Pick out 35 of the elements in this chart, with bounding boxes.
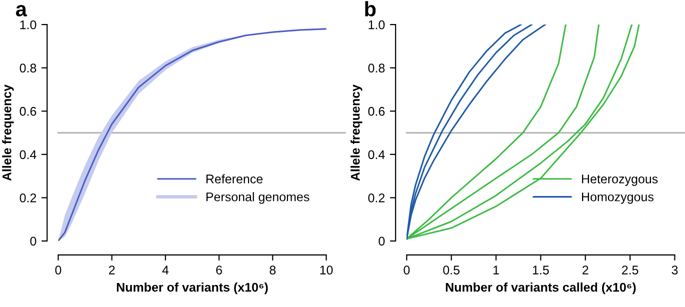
x-tick-label: 1.5 (532, 266, 549, 274)
x-tick-label: 3 (672, 266, 678, 274)
chart-title: b (365, 1, 376, 16)
legend-label: Homozygous (582, 192, 654, 204)
x-tick-label: 10 (320, 266, 333, 274)
x-tick-label: 4 (162, 266, 169, 274)
y-tick-label: 0.8 (368, 64, 385, 72)
y-axis-title: Allele frequency (2, 84, 14, 181)
y-tick-label: 0.4 (20, 150, 36, 160)
legend-label: Heterozygous (582, 174, 658, 186)
x-tick-label: 1 (494, 266, 499, 274)
chart-title: a (16, 5, 28, 16)
x-tick-label: 6 (216, 266, 222, 274)
y-tick-label: 0.4 (368, 150, 385, 160)
x-tick-label: 2 (108, 266, 115, 274)
x-tick-label: 0 (404, 266, 410, 274)
legend-label: Personal genomes (206, 192, 310, 204)
legend-label: Reference (206, 174, 263, 184)
x-tick-label: 2 (582, 266, 588, 274)
y-tick-label: 0 (30, 236, 36, 246)
y-tick-label: 0.2 (368, 194, 385, 202)
y-tick-label: 1.0 (368, 20, 385, 30)
x-tick-label: 8 (270, 266, 276, 274)
y-tick-label: 0.6 (368, 106, 385, 116)
y-tick-label: 0.8 (20, 64, 36, 72)
x-tick-label: 0 (55, 266, 62, 274)
x-tick-label: 2.5 (622, 266, 638, 274)
x-axis-title: Number of variants called (x10⁶) (446, 282, 636, 294)
y-tick-label: 0 (378, 236, 385, 246)
x-tick-label: 0.5 (443, 266, 460, 274)
y-axis-title: Allele frequency (350, 84, 362, 181)
x-axis-title: Number of variants (x10⁶) (116, 282, 268, 294)
y-tick-label: 0.6 (20, 106, 36, 116)
y-tick-label: 1.0 (20, 20, 36, 30)
y-tick-label: 0.2 (20, 194, 36, 202)
